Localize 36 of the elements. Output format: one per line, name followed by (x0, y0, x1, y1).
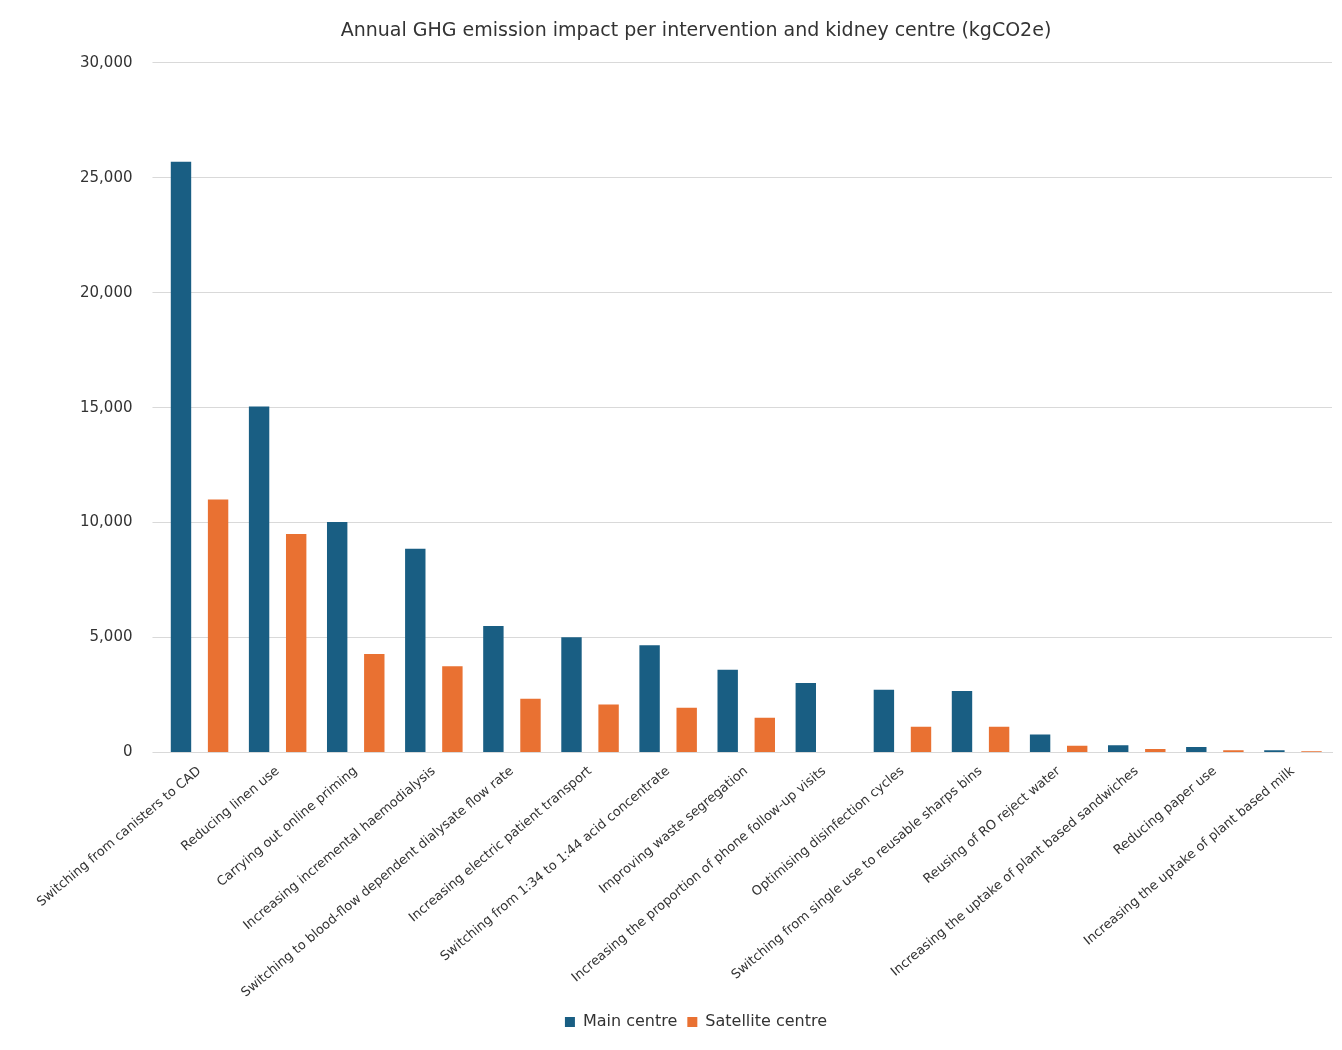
y-tick-label: 5,000 (89, 627, 133, 646)
bar (248, 406, 270, 752)
bar (988, 726, 1010, 752)
bar (561, 637, 582, 752)
bar (1186, 746, 1207, 752)
bar (951, 690, 973, 752)
bar (326, 521, 348, 752)
bar (520, 698, 541, 752)
bar (405, 548, 426, 752)
y-tick-label: 15,000 (79, 397, 133, 416)
y-tick-label: 0 (122, 742, 133, 761)
bar (170, 161, 192, 752)
chart-title: Annual GHG emission impact per intervention and kidney centre (kgCO2e) (340, 18, 1052, 41)
bar (442, 666, 463, 752)
bar (717, 669, 738, 752)
bar (207, 499, 229, 752)
bar (1108, 745, 1129, 752)
bar (285, 534, 307, 752)
bar (639, 645, 660, 752)
bar (1066, 745, 1088, 752)
y-tick-label: 10,000 (79, 512, 133, 531)
bar (598, 704, 619, 752)
legend-label: Main centre (582, 1011, 678, 1031)
bar (483, 626, 504, 752)
legend-label: Satellite centre (705, 1011, 828, 1031)
y-tick-label: 25,000 (79, 167, 133, 186)
bar (754, 717, 775, 752)
bar (795, 683, 816, 752)
bar (1029, 734, 1051, 752)
y-tick-label: 20,000 (79, 282, 133, 301)
bar (873, 689, 895, 752)
y-tick-label: 30,000 (79, 52, 133, 71)
bar (910, 726, 932, 752)
bar (676, 707, 697, 752)
bar (364, 654, 385, 752)
bar (1145, 749, 1166, 752)
